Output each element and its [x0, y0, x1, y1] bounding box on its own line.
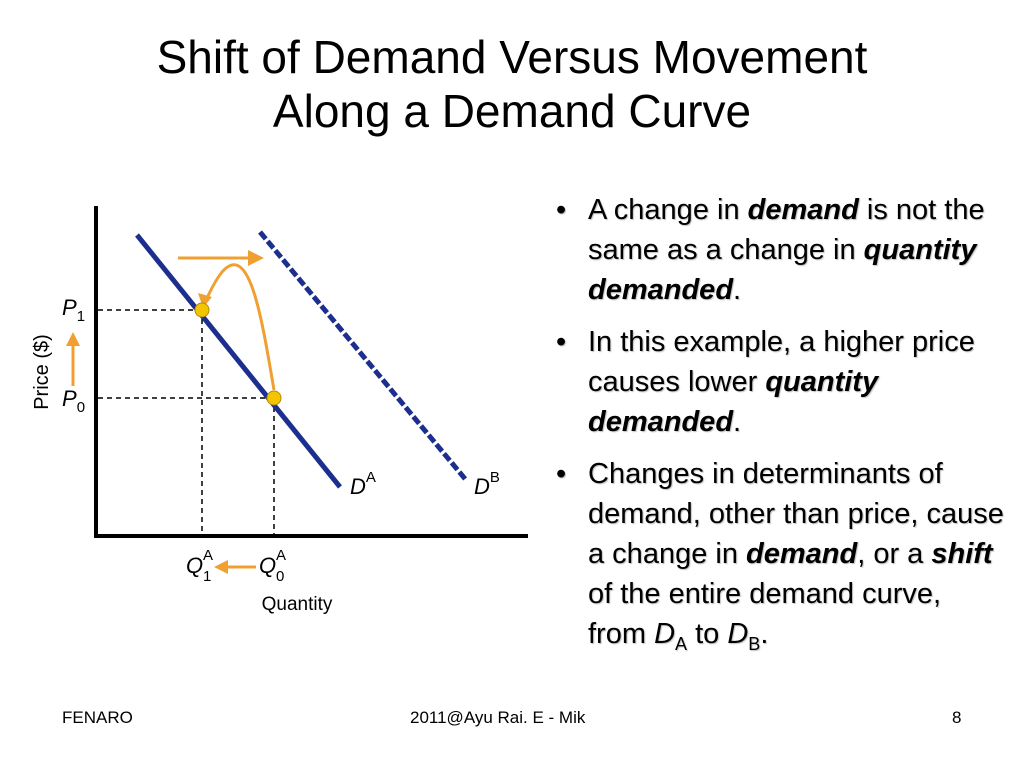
emphasis-quantity-demanded: quantity demanded [588, 234, 977, 306]
footer-center: 2011@Ayu Rai. E - Mik [410, 708, 586, 727]
movement-arrow [204, 263, 276, 391]
quantity-q1-sup: A [203, 547, 213, 564]
demand-curve-b [258, 230, 468, 482]
bullet-item-determinants: • Changes in determinants of demand, oth… [556, 454, 1006, 664]
y-axis-label: Price ($) [31, 334, 53, 410]
bullet-dot: • [556, 326, 567, 358]
page-number: 8 [952, 708, 962, 727]
quantity-q0-label: Q [259, 553, 276, 578]
bullet-dot: • [556, 458, 567, 490]
slide-title: Shift of Demand Versus Movement Along a … [80, 30, 944, 138]
demand-curve-a [135, 233, 342, 489]
title-line-1: Shift of Demand Versus Movement [156, 31, 868, 83]
quantity-q0-sub: 0 [276, 568, 284, 585]
emphasis-demand: demand [746, 538, 858, 570]
bullet-list: • A change in demand is not the same as … [556, 190, 1006, 676]
bullet-item-higher-price: • In this example, a higher price causes… [556, 322, 1006, 442]
title-line-2: Along a Demand Curve [272, 85, 752, 137]
quantity-q1-sub: 1 [203, 568, 211, 585]
emphasis-demand: demand [747, 194, 859, 226]
curve-db: DB [727, 618, 761, 654]
bullet-dot: • [556, 194, 567, 226]
quantity-left-arrow-head [214, 560, 228, 574]
point-a-high-price [194, 302, 210, 318]
curve-a-label: DA [350, 469, 376, 499]
emphasis-shift: shift [931, 538, 993, 570]
price-up-arrow-head [66, 332, 80, 346]
quantity-q0-sup: A [276, 547, 286, 564]
bullet-item-demand-vs-quantity: • A change in demand is not the same as … [556, 190, 1006, 310]
footer-left: FENARO [62, 708, 133, 727]
price-p1-label: P1 [62, 295, 85, 325]
quantity-q1-label: Q [186, 553, 203, 578]
shift-arrow-head [248, 250, 264, 266]
emphasis-quantity-demanded: quantity demanded [588, 366, 879, 438]
curve-b-label: DB [474, 469, 500, 499]
x-axis-label: Quantity [262, 594, 333, 615]
price-p0-label: P0 [62, 386, 85, 416]
point-a-low-price [266, 390, 282, 406]
movement-arrow-head [198, 293, 212, 308]
curve-da: DA [654, 618, 688, 654]
